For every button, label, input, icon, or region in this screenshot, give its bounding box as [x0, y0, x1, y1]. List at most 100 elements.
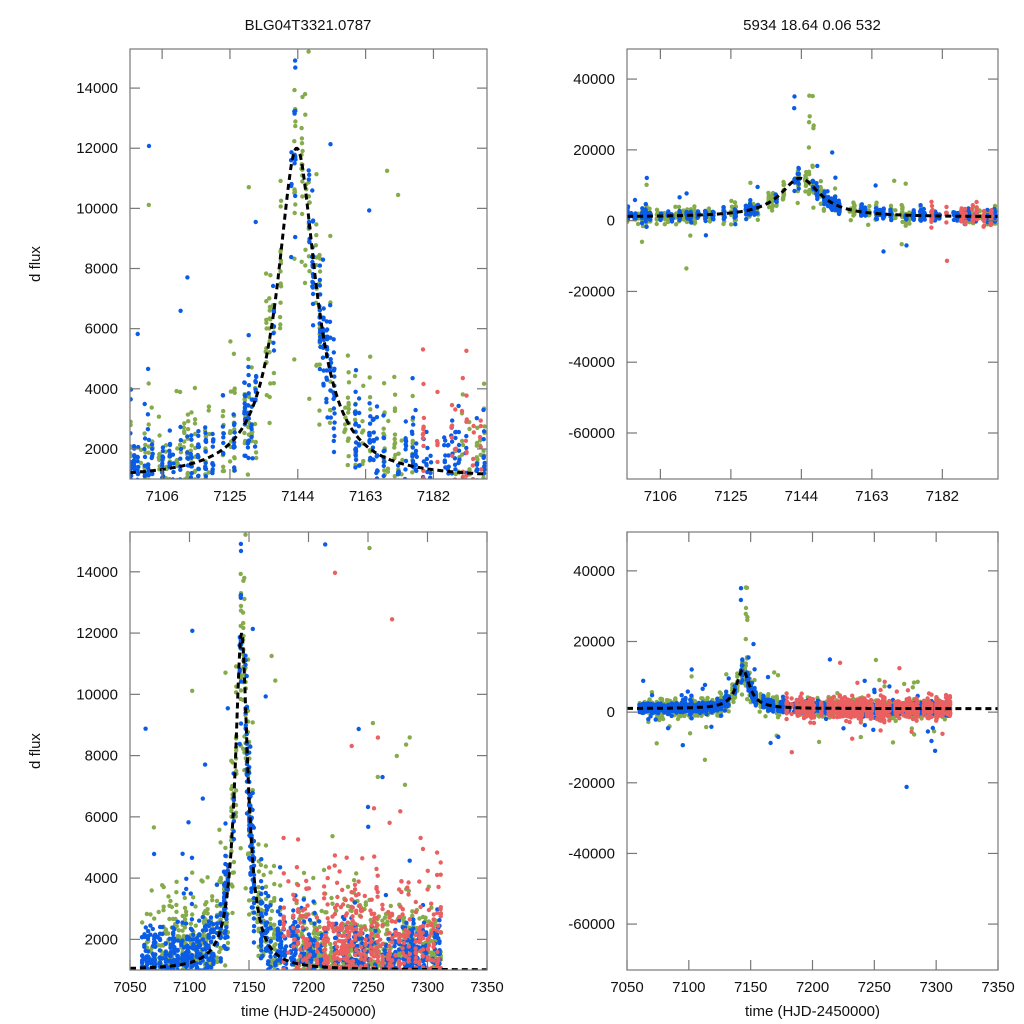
data-point-green — [482, 506, 486, 510]
data-point-green — [351, 878, 357, 883]
data-point-blue — [184, 886, 189, 892]
data-point-blue — [246, 455, 251, 461]
data-point-green — [268, 381, 273, 386]
data-point-red — [435, 442, 440, 448]
data-point-green — [381, 431, 386, 436]
data-point-green — [293, 202, 298, 207]
data-point-blue — [197, 918, 202, 923]
data-point-green — [271, 381, 276, 386]
data-point-green — [148, 912, 153, 917]
data-point-blue — [328, 303, 333, 308]
data-point-blue — [464, 433, 469, 439]
data-point-green — [673, 204, 678, 209]
data-point-green — [169, 904, 175, 910]
data-point-blue — [152, 997, 156, 1001]
data-point-blue — [258, 943, 264, 948]
data-point-blue — [374, 415, 380, 420]
data-point-green — [238, 571, 243, 577]
data-point-blue — [251, 872, 257, 878]
data-point-blue — [273, 977, 277, 981]
data-point-green — [892, 178, 897, 183]
data-point-red — [471, 492, 475, 496]
data-point-green — [249, 365, 254, 370]
data-point-blue — [424, 456, 430, 462]
data-point-blue — [163, 959, 168, 964]
data-point-green — [467, 484, 471, 488]
data-point-green — [254, 500, 258, 504]
data-point-green — [363, 900, 368, 905]
data-point-blue — [410, 459, 416, 464]
data-point-blue — [152, 978, 156, 982]
data-point-green — [376, 929, 382, 934]
data-point-blue — [442, 459, 447, 465]
data-point-blue — [130, 473, 134, 478]
data-point-blue — [966, 210, 972, 216]
data-point-blue — [632, 197, 638, 203]
data-point-green — [202, 970, 206, 974]
data-point-green — [379, 998, 383, 1002]
data-point-blue — [246, 333, 251, 338]
data-point-blue — [397, 496, 401, 500]
data-point-green — [851, 210, 857, 215]
data-point-green — [399, 1019, 403, 1023]
data-point-green — [396, 999, 400, 1003]
data-point-green — [182, 429, 187, 434]
data-point-green — [404, 986, 408, 990]
data-point-blue — [317, 283, 323, 288]
data-point-blue — [266, 980, 270, 984]
data-point-red — [461, 516, 465, 520]
data-point-red — [420, 436, 426, 441]
data-point-blue — [245, 525, 249, 529]
data-point-green — [755, 217, 760, 222]
data-point-blue — [639, 220, 645, 226]
data-point-blue — [179, 479, 183, 483]
data-point-blue — [155, 981, 159, 985]
data-point-blue — [211, 922, 216, 927]
data-point-green — [139, 535, 143, 539]
data-point-green — [343, 415, 348, 420]
data-point-blue — [167, 428, 172, 433]
data-point-blue — [164, 1001, 168, 1005]
data-point-green — [328, 941, 333, 947]
data-point-blue — [327, 319, 333, 324]
data-point-green — [421, 997, 425, 1001]
data-point-red — [974, 199, 979, 205]
data-point-blue — [450, 494, 454, 498]
data-point-green — [482, 485, 486, 489]
data-point-blue — [172, 927, 177, 932]
data-point-blue — [206, 923, 211, 929]
data-point-blue — [331, 449, 337, 455]
data-point-green — [146, 450, 151, 455]
data-point-red — [479, 539, 483, 543]
data-point-red — [471, 423, 476, 429]
data-point-blue — [278, 912, 283, 917]
data-point-blue — [324, 328, 329, 333]
chart-title-left: BLG04T3321.0787 — [245, 17, 372, 34]
data-point-green — [192, 421, 198, 426]
data-point-green — [315, 1020, 319, 1024]
data-point-green — [433, 1013, 437, 1017]
data-point-green — [168, 898, 173, 904]
data-point-blue — [176, 971, 180, 975]
data-point-blue — [367, 208, 372, 213]
data-point-blue — [453, 537, 457, 541]
data-point-green — [900, 205, 905, 210]
data-point-blue — [221, 431, 226, 436]
data-point-green — [851, 207, 856, 212]
data-point-green — [774, 203, 779, 208]
data-point-blue — [164, 982, 168, 986]
data-point-green — [402, 974, 406, 978]
data-point-green — [267, 296, 272, 301]
data-point-blue — [153, 997, 157, 1001]
data-point-blue — [185, 275, 190, 280]
data-point-blue — [153, 977, 157, 981]
data-point-blue — [353, 453, 358, 458]
data-point-green — [342, 984, 346, 988]
data-point-green — [393, 518, 397, 522]
data-point-green — [190, 971, 194, 975]
data-point-blue — [130, 397, 133, 402]
data-point-green — [396, 451, 401, 456]
data-point-red — [421, 425, 426, 430]
data-point-blue — [414, 468, 419, 473]
data-point-red — [944, 258, 950, 263]
